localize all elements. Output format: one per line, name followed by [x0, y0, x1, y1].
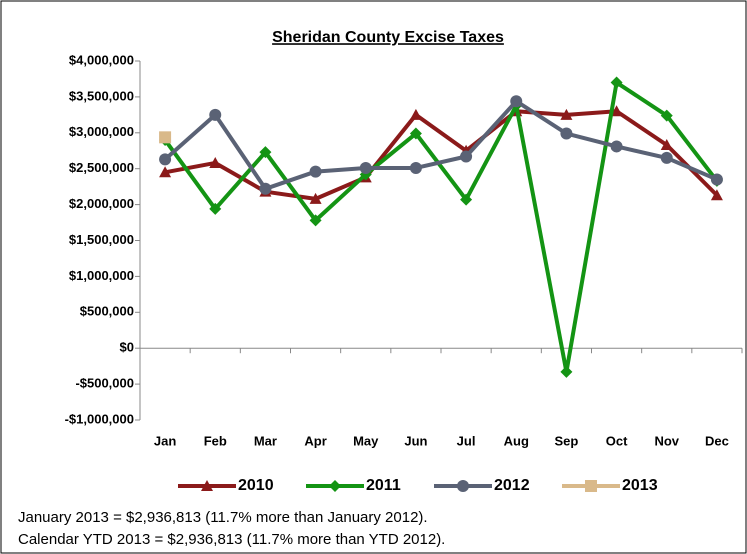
point: [209, 202, 222, 215]
point: [460, 150, 473, 163]
point: [610, 76, 623, 89]
legend-label: 2013: [622, 477, 658, 494]
y-tick-label: $0: [120, 340, 134, 355]
point: [560, 365, 573, 378]
x-tick-label: Aug: [504, 433, 529, 448]
x-tick-label: Mar: [254, 433, 277, 448]
x-tick-label: Jun: [404, 433, 427, 448]
point: [309, 214, 322, 227]
y-tick-label: -$500,000: [75, 376, 134, 391]
y-tick-label: $3,000,000: [69, 124, 134, 139]
x-tick-label: Nov: [654, 433, 679, 448]
legend-label: 2012: [494, 477, 530, 494]
point: [409, 127, 422, 140]
series-line: [163, 80, 719, 374]
y-tick-label: $2,500,000: [69, 160, 134, 175]
point: [159, 153, 172, 166]
point: [209, 156, 222, 168]
point: [660, 139, 673, 151]
series-line: [164, 109, 719, 201]
point: [409, 161, 422, 174]
point: [660, 151, 673, 164]
point: [309, 165, 322, 178]
x-tick-label: Sep: [554, 433, 578, 448]
y-tick-label: -$1,000,000: [65, 411, 134, 426]
point: [460, 193, 473, 206]
legend-marker: [329, 480, 341, 492]
point: [359, 161, 372, 174]
legend-label: 2011: [366, 477, 401, 494]
x-tick-label: Jan: [154, 433, 176, 448]
point: [610, 140, 623, 153]
y-tick-label: $2,000,000: [69, 196, 134, 211]
note: Calendar YTD 2013 = $2,936,813 (11.7% mo…: [18, 531, 445, 548]
point: [259, 182, 272, 195]
legend-label: 2010: [238, 477, 274, 494]
point: [660, 109, 673, 122]
chart-title: Sheridan County Excise Taxes: [272, 29, 504, 46]
point: [560, 127, 573, 140]
y-tick-label: $3,500,000: [69, 88, 134, 103]
series-line: [163, 99, 718, 191]
y-tick-label: $1,500,000: [69, 232, 134, 247]
point: [209, 108, 222, 121]
point: [409, 108, 422, 120]
point: [159, 166, 172, 178]
note: January 2013 = $2,936,813 (11.7% more th…: [18, 509, 428, 526]
x-tick-label: Dec: [705, 433, 729, 448]
x-tick-label: Feb: [204, 433, 227, 448]
point: [710, 173, 723, 186]
point: [610, 105, 623, 117]
x-tick-label: Jul: [457, 433, 476, 448]
point: [159, 131, 172, 144]
point: [560, 108, 573, 120]
point: [259, 146, 272, 159]
point: [710, 189, 723, 201]
x-tick-label: Apr: [304, 433, 326, 448]
y-tick-label: $4,000,000: [69, 52, 134, 67]
x-tick-label: Oct: [606, 433, 628, 448]
legend-marker: [201, 480, 213, 491]
y-tick-label: $1,000,000: [69, 268, 134, 283]
legend-marker: [585, 480, 597, 492]
point: [309, 192, 322, 204]
y-tick-label: $500,000: [80, 304, 134, 319]
point: [510, 95, 523, 108]
x-tick-label: May: [353, 433, 379, 448]
legend-marker: [457, 480, 469, 492]
